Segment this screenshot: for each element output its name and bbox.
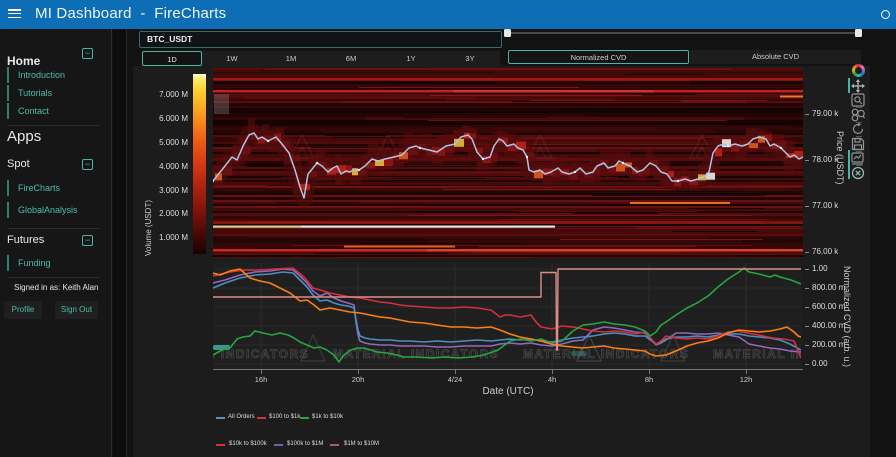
svg-text:MATERIAL INDICATORS: MATERIAL INDICATORS	[213, 347, 309, 361]
svg-text:MATERIAL INDICATORS: MATERIAL INDICATORS	[333, 347, 499, 361]
svg-text:MATERIAL INDICATORS: MATERIAL INDICATORS	[523, 347, 689, 361]
svg-text:MATERIAL INDICATORS: MATERIAL INDICATORS	[713, 347, 801, 361]
